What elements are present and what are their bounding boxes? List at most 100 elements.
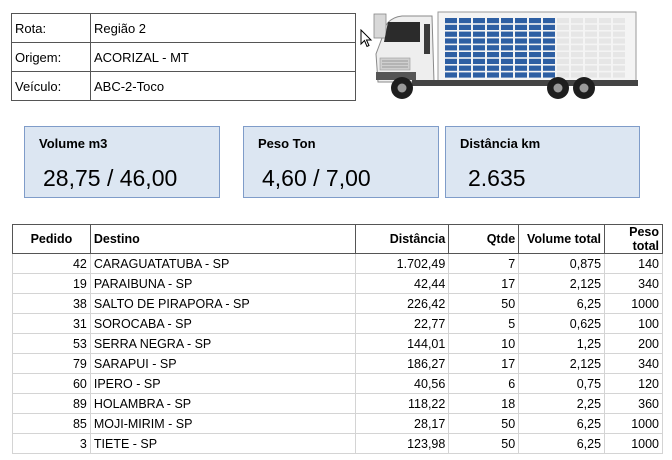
cargo-cell — [487, 38, 499, 44]
cargo-cell — [473, 38, 485, 44]
header-volume-total[interactable]: Volume total — [518, 224, 606, 254]
veiculo-value-cell[interactable]: ABC-2-Toco — [90, 71, 356, 101]
cell-peso-total[interactable]: 100 — [604, 313, 663, 334]
cell-volume-total[interactable]: 2,125 — [518, 353, 606, 374]
cell-qtde[interactable]: 50 — [448, 413, 520, 434]
cargo-cell — [515, 38, 527, 44]
cell-destino[interactable]: SALTO DE PIRAPORA - SP — [89, 293, 357, 314]
cell-distancia[interactable]: 22,77 — [355, 313, 450, 334]
cell-pedido[interactable]: 89 — [12, 393, 91, 414]
cell-destino[interactable]: SARAPUI - SP — [89, 353, 357, 374]
cell-pedido[interactable]: 42 — [12, 253, 91, 274]
cell-qtde[interactable]: 17 — [448, 353, 520, 374]
cargo-cell — [599, 58, 611, 64]
cell-qtde[interactable]: 50 — [448, 433, 520, 454]
cell-qtde[interactable]: 5 — [448, 313, 520, 334]
cargo-cell — [599, 38, 611, 44]
cell-peso-total[interactable]: 340 — [604, 353, 663, 374]
cargo-cell — [515, 65, 527, 71]
cell-qtde[interactable]: 10 — [448, 333, 520, 354]
rota-value-cell[interactable]: Região 2 — [90, 13, 356, 43]
cell-pedido[interactable]: 31 — [12, 313, 91, 334]
veiculo-label: Veículo: — [11, 71, 91, 101]
cell-pedido[interactable]: 79 — [12, 353, 91, 374]
cell-destino[interactable]: SERRA NEGRA - SP — [89, 333, 357, 354]
header-destino[interactable]: Destino — [89, 224, 357, 254]
cell-volume-total[interactable]: 6,25 — [518, 433, 606, 454]
cell-distancia[interactable]: 28,17 — [355, 413, 450, 434]
cell-volume-total[interactable]: 0,625 — [518, 313, 606, 334]
cell-qtde[interactable]: 18 — [448, 393, 520, 414]
cell-distancia[interactable]: 144,01 — [355, 333, 450, 354]
cell-distancia[interactable]: 118,22 — [355, 393, 450, 414]
cell-qtde[interactable]: 50 — [448, 293, 520, 314]
volume-title: Volume m3 — [39, 136, 108, 151]
cell-distancia[interactable]: 40,56 — [355, 373, 450, 394]
cell-volume-total[interactable]: 6,25 — [518, 293, 606, 314]
cell-volume-total[interactable]: 1,25 — [518, 333, 606, 354]
cell-pedido[interactable]: 85 — [12, 413, 91, 434]
cargo-cell — [529, 65, 541, 71]
cargo-cell — [529, 58, 541, 64]
cell-qtde[interactable]: 7 — [448, 253, 520, 274]
cell-peso-total[interactable]: 140 — [604, 253, 663, 274]
cell-pedido[interactable]: 3 — [12, 433, 91, 454]
cargo-cell — [459, 38, 471, 44]
cargo-cell — [487, 45, 499, 51]
cargo-cell — [473, 52, 485, 58]
cargo-cell — [571, 38, 583, 44]
origem-value-cell[interactable]: ACORIZAL - MT — [90, 42, 356, 72]
cell-volume-total[interactable]: 0,75 — [518, 373, 606, 394]
cell-qtde[interactable]: 17 — [448, 273, 520, 294]
cell-destino[interactable]: PARAIBUNA - SP — [89, 273, 357, 294]
cell-distancia[interactable]: 1.702,49 — [355, 253, 450, 274]
cell-distancia[interactable]: 226,42 — [355, 293, 450, 314]
cell-pedido[interactable]: 19 — [12, 273, 91, 294]
cargo-cell — [529, 72, 541, 78]
header-pedido[interactable]: Pedido — [12, 224, 91, 254]
cargo-cell — [613, 52, 625, 58]
cell-peso-total[interactable]: 1000 — [604, 413, 663, 434]
cell-peso-total[interactable]: 200 — [604, 333, 663, 354]
cargo-cell — [459, 58, 471, 64]
cargo-cell — [487, 18, 499, 24]
cargo-cell — [557, 45, 569, 51]
cell-peso-total[interactable]: 1000 — [604, 433, 663, 454]
cell-destino[interactable]: TIETE - SP — [89, 433, 357, 454]
cell-destino[interactable]: SOROCABA - SP — [89, 313, 357, 334]
cargo-cell — [473, 18, 485, 24]
cell-volume-total[interactable]: 6,25 — [518, 413, 606, 434]
header-peso-total[interactable]: Peso total — [604, 224, 663, 254]
cell-pedido[interactable]: 38 — [12, 293, 91, 314]
cell-pedido[interactable]: 60 — [12, 373, 91, 394]
cell-volume-total[interactable]: 2,25 — [518, 393, 606, 414]
cargo-cell — [459, 52, 471, 58]
header-distancia[interactable]: Distância — [355, 224, 450, 254]
cargo-cell — [487, 52, 499, 58]
cargo-cell — [543, 38, 555, 44]
cargo-cell — [501, 24, 513, 30]
cell-distancia[interactable]: 186,27 — [355, 353, 450, 374]
cell-volume-total[interactable]: 0,875 — [518, 253, 606, 274]
cell-pedido[interactable]: 53 — [12, 333, 91, 354]
cell-destino[interactable]: MOJI-MIRIM - SP — [89, 413, 357, 434]
cell-peso-total[interactable]: 1000 — [604, 293, 663, 314]
table-row: 60 IPERO - SP 40,56 6 0,75 120 — [12, 373, 663, 394]
cell-destino[interactable]: HOLAMBRA - SP — [89, 393, 357, 414]
cargo-cell — [459, 72, 471, 78]
cell-peso-total[interactable]: 120 — [604, 373, 663, 394]
cell-qtde[interactable]: 6 — [448, 373, 520, 394]
cargo-cell — [585, 24, 597, 30]
volume-card: Volume m3 28,75 / 46,00 — [24, 126, 220, 198]
cargo-cell — [515, 58, 527, 64]
cell-distancia[interactable]: 123,98 — [355, 433, 450, 454]
cell-destino[interactable]: IPERO - SP — [89, 373, 357, 394]
cell-peso-total[interactable]: 360 — [604, 393, 663, 414]
cell-distancia[interactable]: 42,44 — [355, 273, 450, 294]
cell-destino[interactable]: CARAGUATATUBA - SP — [89, 253, 357, 274]
cargo-cell — [557, 65, 569, 71]
cell-peso-total[interactable]: 340 — [604, 273, 663, 294]
header-qtde[interactable]: Qtde — [448, 224, 520, 254]
cargo-cell — [529, 52, 541, 58]
cell-volume-total[interactable]: 2,125 — [518, 273, 606, 294]
